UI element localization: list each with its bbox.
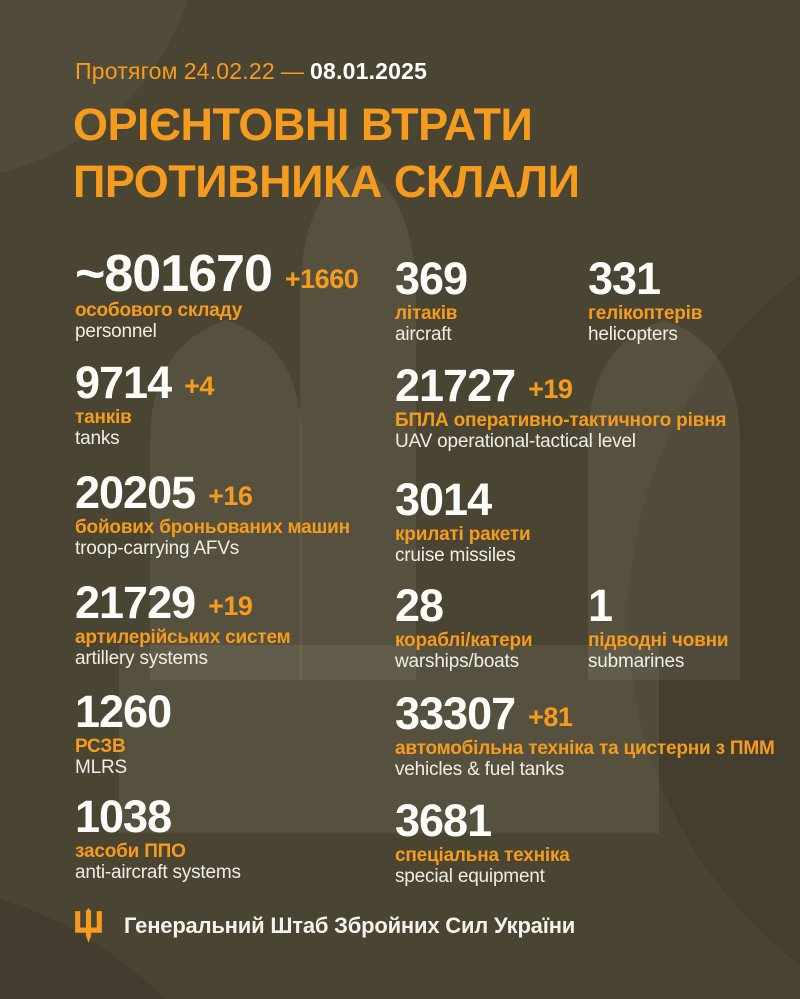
stat-value: 3681 [395,795,492,846]
period-line: Протягом 24.02.22—08.01.2025 [75,58,433,85]
stat-value: 21729 [75,577,196,628]
stat-label-uk: засоби ППО [75,841,186,862]
period-date-from: 24.02.22 [183,58,275,84]
stat-label-uk: підводні човни [588,630,729,651]
page-title: ОРІЄНТОВНІ ВТРАТИ ПРОТИВНИКА СКЛАЛИ [73,96,580,210]
stat-value: 33307 [395,688,516,739]
stat-label-uk: кораблі/катери [395,630,533,651]
stat-value: 1 [588,580,613,631]
stat-warships: 28 кораблі/катери warships/boats [395,580,585,672]
value-row: 1 [588,580,788,631]
value-row: 1260 [75,686,375,737]
stat-label-uk: БПЛА оперативно-тактичного рівня [395,410,727,431]
footer: Генеральний Штаб Збройних Сил України [75,908,575,943]
stat-value: 369 [395,253,468,304]
stat-delta: +19 [208,591,253,621]
stat-label-en: personnel [75,321,157,342]
stat-helicopters: 331 гелікоптерів helicopters [588,253,788,345]
stat-value: 9714 [75,357,172,408]
stat-label-uk: автомобільна техніка та цистерни з ПММ [395,738,775,759]
stat-label-en: anti-aircraft systems [75,862,241,883]
value-row: 369 [395,253,585,304]
stat-personnel: ~801670 +1660 особового складу personnel [75,245,405,342]
stat-label-en: submarines [588,651,685,672]
value-row: ~801670 +1660 [75,245,405,303]
stat-label-en: tanks [75,428,120,449]
stat-delta: +81 [528,702,573,732]
stat-label-en: warships/boats [395,651,519,672]
stat-anti-aircraft: 1038 засоби ППО anti-aircraft systems [75,791,405,883]
stat-label-en: MLRS [75,757,127,778]
value-row: 21727 +19 [395,360,795,411]
stat-uav: 21727 +19 БПЛА оперативно-тактичного рів… [395,360,795,452]
stat-value: 1260 [75,686,172,737]
period-separator: — [280,58,305,84]
stat-afv: 20205 +16 бойових броньованих машин troo… [75,467,405,559]
stat-tanks: 9714 +4 танків tanks [75,357,375,449]
stat-label-en: artillery systems [75,648,208,669]
stat-value: ~801670 [75,245,273,303]
stat-label-en: helicopters [588,324,678,345]
value-row: 1038 [75,791,405,842]
value-row: 9714 +4 [75,357,375,408]
stat-value: 1038 [75,791,172,842]
period-date-to: 08.01.2025 [310,58,428,84]
stat-label-en: UAV operational-tactical level [395,431,636,452]
stat-value: 21727 [395,360,516,411]
footer-organization: Генеральний Штаб Збройних Сил України [124,912,576,938]
stat-label-uk: РСЗВ [75,736,126,757]
stat-value: 331 [588,253,661,304]
title-line-1: ОРІЄНТОВНІ ВТРАТИ [73,99,533,150]
stat-mlrs: 1260 РСЗВ MLRS [75,686,375,778]
stat-label-uk: танків [75,407,132,428]
stat-label-en: vehicles & fuel tanks [395,759,564,780]
stat-special-equipment: 3681 спеціальна техніка special equipmen… [395,795,695,887]
stat-delta: +1660 [284,264,359,294]
stat-delta: +19 [528,374,573,404]
stat-label-uk: гелікоптерів [588,303,703,324]
value-row: 3014 [395,474,645,525]
stat-label-en: aircraft [395,324,452,345]
stat-label-uk: особового складу [75,300,243,321]
stat-artillery: 21729 +19 артилерійських систем artiller… [75,577,405,669]
title-line-2: ПРОТИВНИКА СКЛАЛИ [73,156,580,207]
value-row: 331 [588,253,788,304]
stat-aircraft: 369 літаків aircraft [395,253,585,345]
stat-label-uk: крилаті ракети [395,524,531,545]
stat-label-uk: літаків [395,303,458,324]
value-row: 20205 +16 [75,467,405,518]
stat-cruise-missiles: 3014 крилаті ракети cruise missiles [395,474,645,566]
value-row: 33307 +81 [395,688,795,739]
value-row: 21729 +19 [75,577,405,628]
value-row: 3681 [395,795,695,846]
stat-label-en: cruise missiles [395,545,516,566]
stat-label-uk: спеціальна техніка [395,845,570,866]
stat-value: 20205 [75,467,196,518]
stat-label-uk: бойових броньованих машин [75,517,350,538]
period-prefix: Протягом [75,58,178,84]
stat-value: 28 [395,580,444,631]
stat-label-uk: артилерійських систем [75,627,291,648]
stat-submarines: 1 підводні човни submarines [588,580,788,672]
value-row: 28 [395,580,585,631]
stat-delta: +4 [184,371,214,401]
stat-value: 3014 [395,474,492,525]
stat-label-en: troop-carrying AFVs [75,538,240,559]
stat-label-en: special equipment [395,866,545,887]
stat-vehicles: 33307 +81 автомобільна техніка та цистер… [395,688,795,780]
trident-icon [75,908,102,943]
stat-delta: +16 [208,481,253,511]
